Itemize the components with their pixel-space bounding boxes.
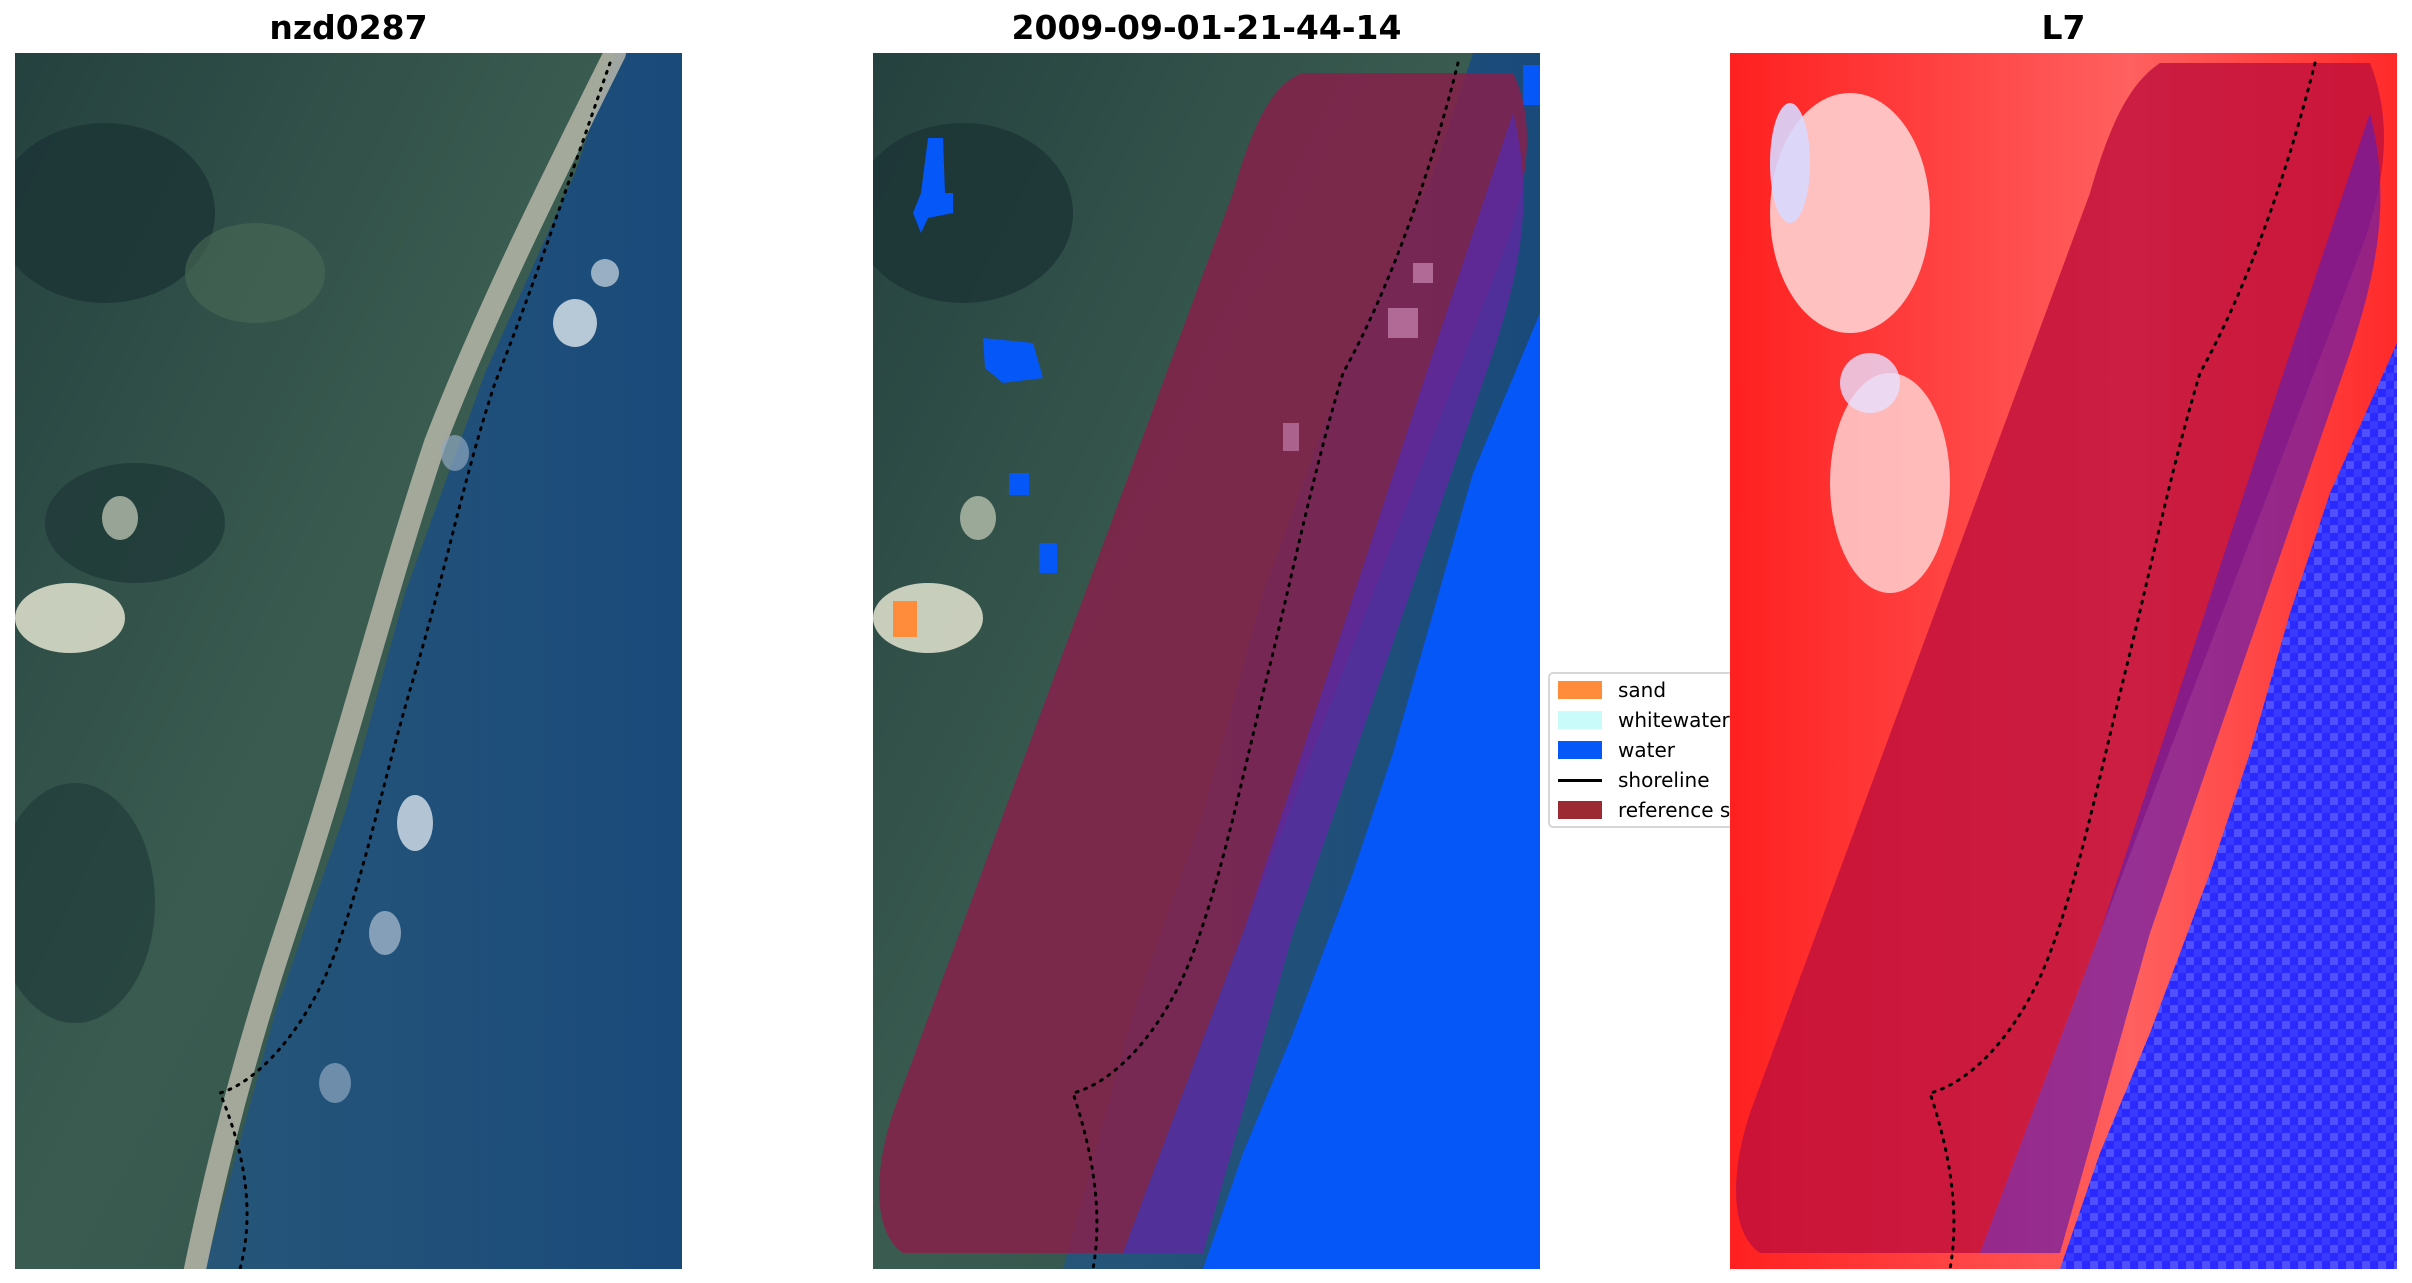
legend-item-whitewater: whitewater: [1558, 706, 1730, 734]
classified-image-panel: [873, 53, 1540, 1269]
legend-label: whitewater: [1618, 708, 1730, 732]
panel-title-classified: 2009-09-01-21-44-14: [1011, 8, 1402, 47]
legend-item-shoreline: shoreline: [1558, 766, 1710, 794]
panel-title-rgb: nzd0287: [269, 8, 428, 47]
rgb-satellite-image: [15, 53, 682, 1269]
panel-title-index: L7: [2041, 8, 2086, 47]
legend-label: water: [1618, 738, 1675, 762]
sand-class-patch: [893, 601, 917, 637]
legend-item-reference: reference s: [1558, 796, 1730, 824]
legend-swatch-whitewater: [1558, 711, 1602, 729]
water-class-blob: [913, 138, 953, 233]
reference-shoreline-buffer: [879, 73, 1527, 1253]
legend-swatch-reference: [1558, 801, 1602, 819]
shoreline-line: [217, 61, 612, 1269]
legend-swatch-sand: [1558, 681, 1602, 699]
legend-label: sand: [1618, 678, 1667, 702]
index-image-panel: [1730, 53, 2397, 1269]
classified-image: [873, 53, 1540, 1269]
water-class-region: [1203, 313, 1540, 1269]
legend-swatch-water: [1558, 741, 1602, 759]
legend-swatch-shoreline: [1558, 778, 1602, 782]
legend-item-water: water: [1558, 736, 1675, 764]
legend-item-sand: sand: [1558, 676, 1666, 704]
rgb-image-panel: [15, 53, 682, 1269]
legend-label: shoreline: [1618, 768, 1710, 792]
legend-label: reference s: [1618, 798, 1731, 822]
index-image: [1730, 53, 2397, 1269]
legend: sand whitewater water shoreline referenc…: [1548, 672, 1738, 828]
